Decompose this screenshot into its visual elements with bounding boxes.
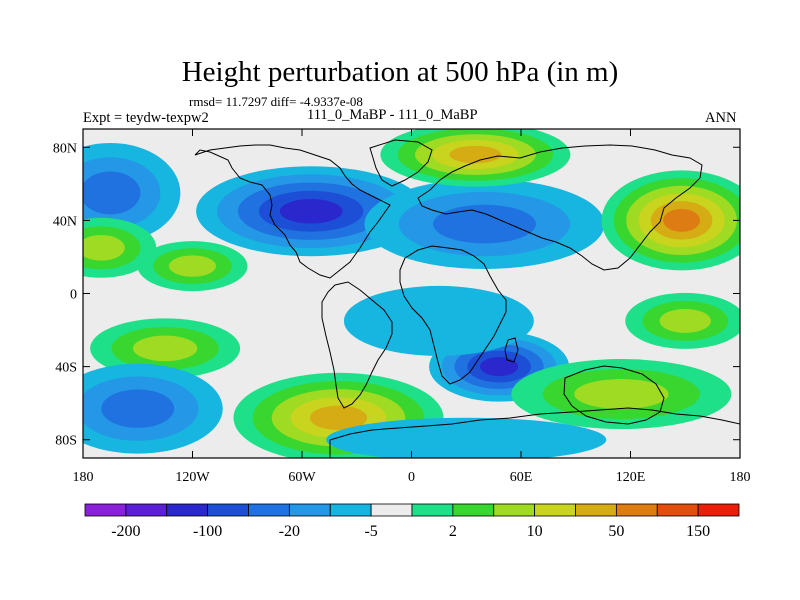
colorbar-box (207, 503, 249, 517)
x-tick-label: 120E (616, 470, 646, 485)
anomaly-band-4-5 (663, 208, 701, 232)
anomaly-band-11-2 (574, 379, 669, 410)
x-tick-label: 60W (288, 470, 316, 485)
y-axis: 80N 40N 0 40S 80S (53, 141, 740, 449)
anomaly-band-6-2 (168, 255, 217, 277)
x-tick-label: 180 (730, 470, 751, 485)
anomaly-band-3-4 (449, 145, 502, 164)
anomaly-band-13-0 (343, 285, 534, 356)
experiment-label: Expt = teydw-texpw2 (83, 110, 209, 126)
colorbar-label: -5 (364, 523, 377, 540)
coastline-eurasia (417, 144, 703, 271)
colorbar-box (288, 503, 331, 517)
x-tick-label: 60E (510, 470, 533, 485)
colorbar-box (575, 503, 617, 517)
colorbar-box (370, 503, 413, 517)
anomaly-band-1-4 (279, 198, 343, 224)
anomaly-band-7-2 (132, 335, 198, 362)
plot-title: Height perturbation at 500 hPa (in m) (181, 56, 619, 88)
x-tick-label: 120W (175, 470, 210, 485)
colorbar-box (248, 503, 290, 517)
coastline-africa (399, 245, 507, 385)
coastlines (194, 139, 740, 458)
colorbar-box (697, 503, 740, 517)
colorbar-box (656, 503, 699, 517)
colorbar-label: 2 (449, 523, 457, 540)
anomaly-band-2-2 (433, 204, 536, 244)
colorbar-box (493, 503, 536, 517)
x-axis: 180 120W 60W 0 60E 120E 180 (73, 129, 751, 485)
colorbar-box (329, 503, 372, 517)
x-tick-label: 180 (73, 470, 94, 485)
coastline-antarctica (329, 407, 740, 458)
colorbar-box (84, 503, 127, 517)
colorbar-box (125, 503, 168, 517)
y-tick-label: 80S (55, 434, 77, 449)
coastline-greenland (369, 139, 433, 187)
x-tick-label: 0 (408, 470, 415, 485)
anomaly-band-14-0 (326, 417, 607, 458)
anomaly-band-0-2 (83, 171, 141, 215)
case-label: 111_0_MaBP - 111_0_MaBP (307, 107, 478, 123)
coastline-australia (563, 365, 665, 425)
coastline-madagascar (504, 337, 519, 363)
colorbar-label: 150 (686, 523, 710, 540)
coastline-south-america (321, 281, 393, 409)
y-tick-label: 40N (53, 214, 77, 229)
anomaly-band-10-4 (480, 357, 519, 377)
colorbar-label: -100 (193, 523, 222, 540)
colorbar-box (615, 503, 658, 517)
coastline-north-america (194, 144, 391, 279)
colorbar-box (411, 503, 454, 517)
colorbar-box (166, 503, 209, 517)
anomaly-band-9-4 (309, 405, 368, 431)
stats-line: rmsd= 11.7297 diff= -4.9337e-08 (189, 94, 363, 109)
colorbar-box (534, 503, 576, 517)
anomaly-band-5-2 (83, 234, 125, 261)
colorbar-label: -200 (111, 523, 140, 540)
contour-field (83, 129, 740, 458)
season-label: ANN (705, 110, 737, 126)
colorbar-box (452, 503, 495, 517)
y-tick-label: 0 (70, 288, 77, 303)
colorbar-label: 50 (608, 523, 624, 540)
colorbar: -200 -100 -20 -5 2 10 50 150 (84, 503, 740, 540)
y-tick-label: 40S (55, 361, 77, 376)
colorbar-label: 10 (527, 523, 543, 540)
y-tick-label: 80N (53, 141, 77, 156)
colorbar-label: -20 (279, 523, 300, 540)
anomaly-band-8-2 (101, 389, 175, 428)
anomaly-band-12-2 (659, 308, 711, 333)
